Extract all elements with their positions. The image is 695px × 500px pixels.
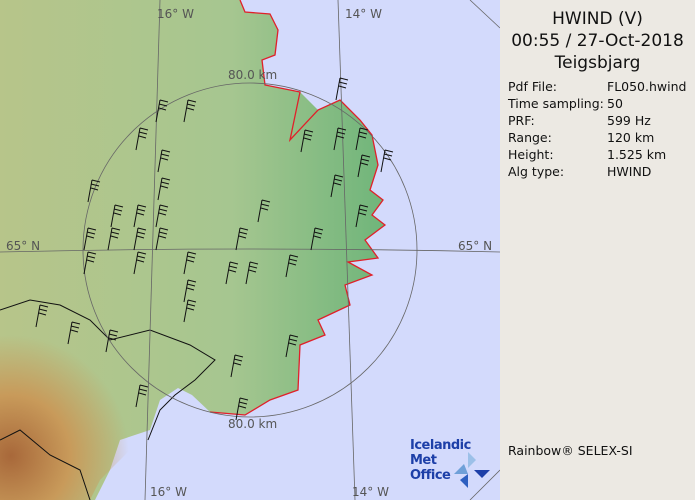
wind-barb	[133, 204, 147, 228]
wind-barb	[155, 204, 169, 228]
wind-barb	[285, 254, 299, 278]
info-key: Height:	[508, 147, 554, 162]
logo-text-line1: Icelandic Met	[410, 438, 471, 468]
wind-barb	[300, 129, 314, 153]
wind-barb	[87, 179, 101, 203]
wind-barb	[235, 227, 249, 251]
lon-label-top-14w: 14° W	[345, 7, 382, 21]
wind-barb	[135, 384, 149, 408]
wind-barb	[157, 177, 171, 201]
info-row-time-sampling: Time sampling: 50	[500, 95, 695, 112]
wind-barb	[330, 174, 344, 198]
range-label-bottom: 80.0 km	[228, 417, 277, 431]
wind-barb	[83, 227, 97, 251]
radar-map[interactable]: 16° W 14° W 16° W 14° W 65° N 65° N 80.0…	[0, 0, 500, 500]
lat-label-right: 65° N	[458, 239, 492, 253]
wind-barbs	[35, 77, 394, 421]
info-row-pdf: Pdf File: FL050.hwind	[500, 78, 695, 95]
wind-barb	[135, 127, 149, 151]
credit-text: Rainbow® SELEX-SI	[508, 443, 633, 458]
wind-barb	[133, 251, 147, 275]
logo-arrows-icon	[454, 452, 490, 488]
wind-barb	[67, 321, 81, 345]
lon-label-bottom-14w: 14° W	[352, 485, 389, 499]
datetime: 00:55 / 27-Oct-2018	[511, 31, 684, 51]
info-value: 120 km	[607, 130, 655, 145]
product-title: HWIND (V)	[552, 9, 643, 29]
wind-barb	[133, 227, 147, 251]
info-row-range: Range: 120 km	[500, 129, 695, 146]
info-row-height: Height: 1.525 km	[500, 146, 695, 163]
wind-barb	[183, 251, 197, 275]
highland-area	[0, 280, 215, 500]
wind-barb	[333, 127, 347, 151]
wind-barb	[245, 261, 259, 285]
wind-barb	[183, 279, 197, 303]
range-ring	[82, 82, 418, 418]
wind-barb	[335, 77, 349, 101]
wind-barb	[107, 227, 121, 251]
info-value: 1.525 km	[607, 147, 667, 162]
lon-label-bottom-16w: 16° W	[150, 485, 187, 499]
wind-barb	[183, 99, 197, 123]
wind-barb	[230, 354, 244, 378]
wind-barb	[35, 304, 49, 328]
wind-barb	[155, 227, 169, 251]
info-value: HWIND	[607, 164, 652, 179]
wind-barb	[183, 299, 197, 323]
imo-logo: Icelandic Met Office	[410, 438, 500, 488]
highland-contour	[0, 299, 216, 500]
wind-barb	[110, 204, 124, 228]
info-panel: HWIND (V) 00:55 / 27-Oct-2018 Teigsbjarg…	[500, 0, 695, 500]
info-row-prf: PRF: 599 Hz	[500, 112, 695, 129]
wind-barb	[310, 227, 324, 251]
graticule	[0, 0, 500, 500]
wind-barb	[380, 149, 394, 173]
wind-barb	[157, 149, 171, 173]
info-key: Range:	[508, 130, 552, 145]
lat-label-left: 65° N	[6, 239, 40, 253]
wind-barb	[83, 251, 97, 275]
logo-text-line2: Office	[410, 468, 451, 483]
wind-barb	[355, 204, 369, 228]
wind-barb	[355, 127, 369, 151]
info-table: Pdf File: FL050.hwind Time sampling: 50 PR…	[500, 78, 695, 180]
info-value: 50	[607, 96, 623, 111]
info-key: Alg type:	[508, 164, 565, 179]
wind-barb	[105, 329, 119, 353]
wind-barb	[257, 199, 271, 223]
info-value: FL050.hwind	[607, 79, 687, 94]
site-name: Teigsbjarg	[554, 53, 641, 73]
lon-label-top-16w: 16° W	[157, 7, 194, 21]
wind-barb	[357, 154, 371, 178]
info-key: PRF:	[508, 113, 535, 128]
info-row-alg-type: Alg type: HWIND	[500, 163, 695, 180]
coastline	[209, 0, 387, 416]
range-label-top: 80.0 km	[228, 68, 277, 82]
wind-barb	[155, 99, 169, 123]
info-key: Pdf File:	[508, 79, 557, 94]
info-value: 599 Hz	[607, 113, 651, 128]
wind-barb	[285, 334, 299, 358]
info-key: Time sampling:	[508, 96, 604, 111]
wind-barb	[235, 397, 249, 421]
map-canvas: 16° W 14° W 16° W 14° W 65° N 65° N 80.0…	[0, 0, 500, 500]
wind-barb	[225, 261, 239, 285]
